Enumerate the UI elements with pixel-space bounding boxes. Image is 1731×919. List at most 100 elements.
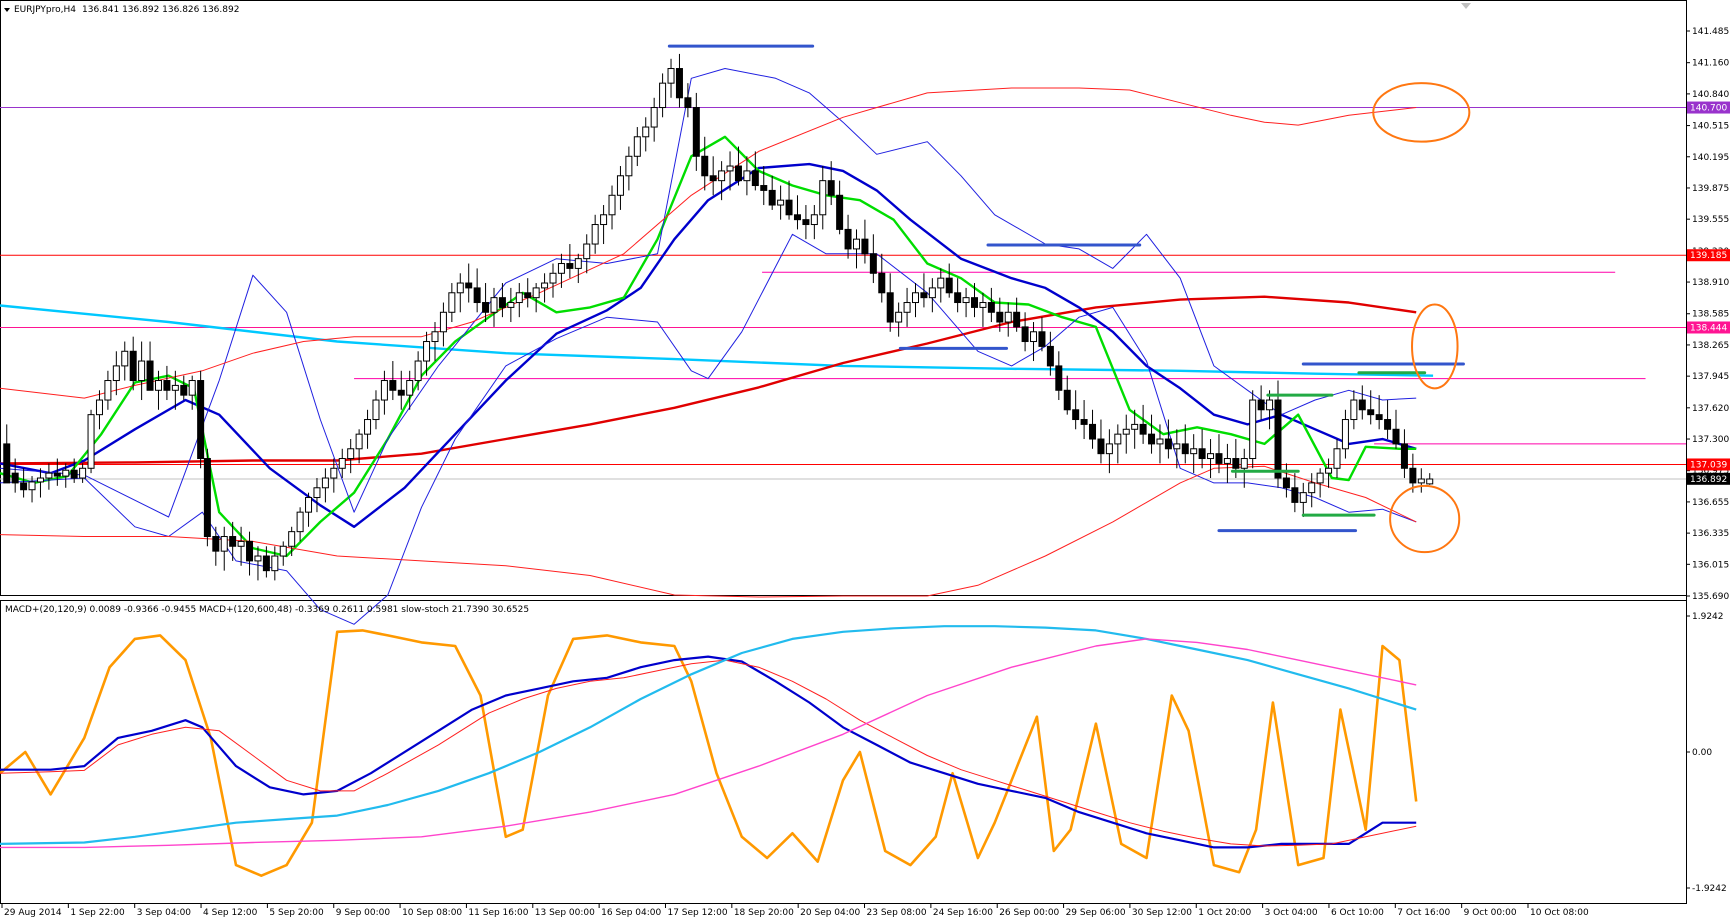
candle-body	[112, 365, 120, 382]
candle-body	[53, 472, 61, 477]
candle-body	[45, 472, 53, 479]
candle-body	[1240, 458, 1248, 469]
candle-body	[1274, 399, 1282, 479]
candle-body	[482, 302, 490, 313]
candle-body	[456, 282, 464, 294]
candle-body	[1299, 492, 1307, 503]
candle-body	[11, 472, 19, 484]
candle-body	[633, 136, 641, 157]
candle-body	[1350, 399, 1358, 421]
candle-body	[364, 419, 372, 435]
time-axis-label: 1 Sep 22:00	[70, 908, 125, 918]
candle-body	[903, 302, 911, 313]
candle-body	[583, 243, 591, 260]
scroll-marker-icon[interactable]	[1461, 3, 1471, 9]
candle-body	[996, 311, 1004, 323]
candle-body	[347, 448, 355, 460]
candle-body	[1341, 419, 1349, 450]
level-tag-box	[1687, 321, 1730, 334]
candle-body	[163, 380, 171, 391]
candle-body	[423, 341, 431, 362]
time-axis-label: 26 Sep 00:00	[999, 908, 1059, 918]
candle-body	[305, 497, 313, 513]
price-tick-label: 136.975	[1692, 467, 1729, 477]
candle-body	[330, 467, 338, 479]
candle-body	[852, 238, 860, 250]
time-axis-label: 3 Oct 04:00	[1265, 908, 1318, 918]
candle-body	[138, 360, 146, 382]
candle-body	[439, 311, 447, 333]
candle-body	[1266, 399, 1274, 411]
candle-body	[524, 292, 532, 299]
osc-tick-label: 0.00	[1692, 748, 1712, 758]
time-axis-label: 13 Sep 00:00	[535, 908, 595, 918]
time-axis-label: 4 Sep 12:00	[203, 908, 258, 918]
candle-body	[600, 214, 608, 226]
time-axis-label: 30 Sep 12:00	[1132, 908, 1192, 918]
osc-tick-label: 1.9242	[1692, 612, 1724, 622]
candle-body	[684, 97, 692, 109]
price-tick-label: 136.015	[1692, 560, 1729, 570]
series-line	[0, 304, 1434, 377]
candle-body	[667, 68, 675, 84]
price-tick-label: 140.840	[1692, 90, 1729, 100]
symbol-menu-icon[interactable]	[4, 8, 10, 12]
candle-body	[1021, 326, 1029, 343]
candle-body	[389, 380, 397, 391]
price-tick-label: 141.160	[1692, 59, 1729, 69]
candle-body	[701, 155, 709, 177]
candle-body	[878, 272, 886, 294]
candle-body	[895, 311, 903, 323]
candle-body	[1426, 478, 1434, 485]
candle-body	[861, 238, 869, 255]
time-axis-labels: 29 Aug 2014 1 Sep 22:00 3 Sep 04:00 4 Sep 1…	[1, 904, 1589, 918]
time-axis-label: 5 Sep 20:00	[269, 908, 324, 918]
annotation-ellipse	[1389, 484, 1461, 554]
candle-body	[979, 302, 987, 308]
candle-body	[1013, 311, 1021, 328]
oscillator-panel-frame	[0, 600, 1687, 904]
candle-body	[355, 433, 363, 450]
time-axis-label: 29 Sep 06:00	[1066, 908, 1126, 918]
candle-body	[271, 555, 279, 572]
time-axis-label: 10 Oct 08:00	[1530, 908, 1589, 918]
candle-body	[541, 282, 549, 289]
candle-body	[1400, 443, 1408, 469]
candle-body	[1325, 467, 1333, 474]
candle-body	[928, 287, 936, 299]
annotation-ellipse	[1372, 82, 1471, 143]
candle-body	[406, 380, 414, 396]
time-axis-label: 10 Sep 08:00	[402, 908, 462, 918]
candle-body	[760, 185, 768, 191]
candle-body	[1392, 428, 1400, 445]
candle-body	[532, 287, 540, 299]
candle-body	[129, 350, 137, 382]
candle-body	[642, 126, 650, 138]
price-tick-label: 138.910	[1692, 278, 1729, 288]
series-line	[0, 135, 1417, 558]
candle-body	[945, 277, 953, 294]
candle-body	[1030, 331, 1038, 343]
candle-body	[709, 175, 717, 182]
candle-body	[1105, 443, 1113, 455]
candle-body	[574, 258, 582, 269]
candle-body	[1173, 443, 1181, 450]
candle-body	[1046, 345, 1054, 367]
candle-body	[1114, 433, 1122, 445]
candle-body	[886, 292, 894, 323]
time-axis-label: 29 Aug 2014	[4, 908, 62, 918]
candle-body	[692, 107, 700, 157]
candle-body	[625, 155, 633, 177]
candle-body	[1417, 478, 1425, 484]
candle-body	[844, 228, 852, 250]
candle-body	[70, 469, 78, 479]
candle-body	[734, 165, 742, 182]
price-tick-label: 136.335	[1692, 529, 1729, 539]
candle-body	[1055, 365, 1063, 391]
candle-body	[591, 224, 599, 245]
time-axis-label: 23 Sep 08:00	[867, 908, 927, 918]
candle-body	[246, 540, 254, 562]
candle-body	[557, 263, 565, 274]
time-axis-label: 6 Oct 10:00	[1331, 908, 1384, 918]
